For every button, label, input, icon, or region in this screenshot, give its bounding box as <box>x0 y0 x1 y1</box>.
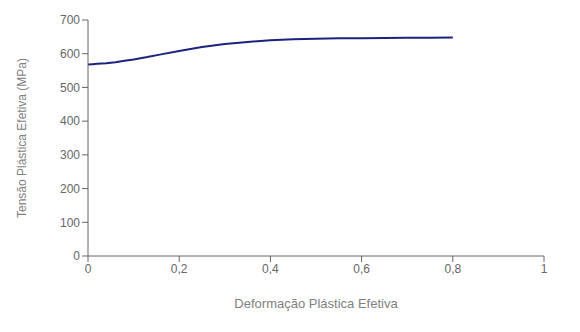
svg-text:Deformação Plástica Efetiva: Deformação Plástica Efetiva <box>234 296 398 311</box>
svg-text:700: 700 <box>60 13 80 27</box>
svg-text:0,4: 0,4 <box>262 262 279 276</box>
svg-text:1: 1 <box>541 262 548 276</box>
svg-text:200: 200 <box>60 182 80 196</box>
svg-text:400: 400 <box>60 114 80 128</box>
svg-text:0,8: 0,8 <box>444 262 461 276</box>
svg-text:0: 0 <box>73 249 80 263</box>
svg-text:0,6: 0,6 <box>353 262 370 276</box>
svg-text:600: 600 <box>60 47 80 61</box>
svg-text:Tensão Plástica Efetiva (MPa): Tensão Plástica Efetiva (MPa) <box>15 58 29 218</box>
svg-text:300: 300 <box>60 148 80 162</box>
svg-text:500: 500 <box>60 81 80 95</box>
svg-text:0: 0 <box>85 262 92 276</box>
svg-text:0,2: 0,2 <box>171 262 188 276</box>
svg-text:100: 100 <box>60 216 80 230</box>
